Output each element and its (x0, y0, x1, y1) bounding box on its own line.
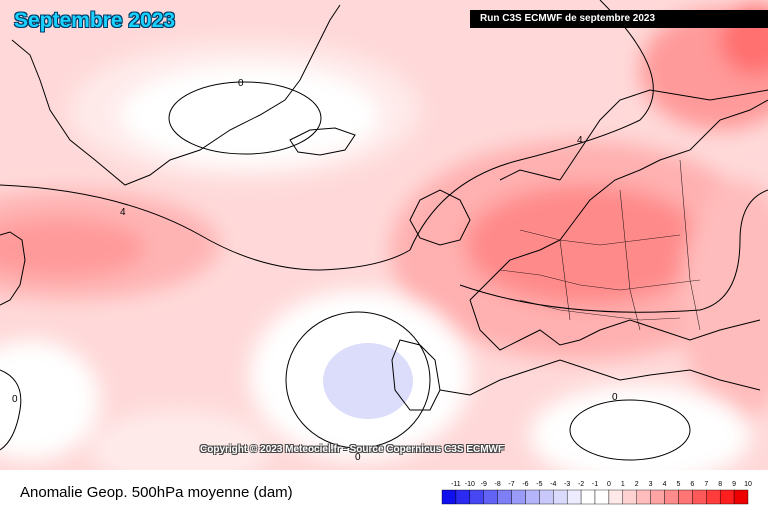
legend-tick: 5 (677, 481, 681, 488)
legend-swatch (636, 489, 651, 505)
legend-tick: 1 (621, 481, 625, 488)
legend-swatch (733, 489, 749, 505)
negative-anomaly-area (323, 343, 413, 419)
contour-label: 0 (355, 452, 361, 463)
legend-tick: 2 (635, 481, 639, 488)
legend-swatch (650, 489, 665, 505)
anomaly-map: 0 4 4 0 0 0 (0, 0, 768, 470)
legend-swatch (719, 489, 735, 505)
legend-tick: -8 (495, 481, 501, 488)
run-label: Run C3S ECMWF de septembre 2023 (470, 10, 768, 28)
legend-swatch (692, 489, 707, 505)
legend-swatch (580, 489, 596, 505)
legend-tick: 9 (732, 481, 736, 488)
contours (0, 0, 768, 461)
legend-swatch (608, 489, 624, 505)
legend-tick: 7 (704, 481, 708, 488)
legend-tick: -10 (465, 481, 475, 488)
legend-swatch (469, 489, 484, 505)
legend-swatch (594, 489, 610, 505)
legend-swatch (441, 489, 457, 505)
page-title: Septembre 2023 (14, 9, 176, 32)
legend-tick: -6 (522, 481, 528, 488)
legend-swatch (511, 489, 526, 505)
legend-tick: 4 (663, 481, 667, 488)
contour-label: 4 (577, 135, 583, 146)
legend-tick: -3 (564, 481, 570, 488)
coastlines (0, 4, 768, 411)
anomaly-shading (0, 5, 768, 470)
legend-swatch (525, 489, 540, 505)
legend-tick: 10 (744, 481, 752, 488)
contour-label: 0 (612, 392, 618, 403)
legend-swatch (566, 489, 582, 505)
copyright-text: Copyright © 2023 Meteociel.fr - Source C… (200, 444, 505, 455)
legend-tick: -11 (451, 481, 461, 488)
contour-label: 4 (120, 207, 126, 218)
contour-label: 0 (238, 78, 244, 89)
legend-tick: -7 (508, 481, 514, 488)
legend-swatch (455, 489, 471, 505)
color-legend: -11 -10 -9 -8 -7 -6 -5 -4 -3 -2 -1 0 1 2 3 4 5 6 7 8 9 10 (441, 481, 752, 505)
contour-label: 0 (12, 394, 18, 405)
legend-tick: -1 (592, 481, 598, 488)
legend-swatch (539, 489, 554, 505)
legend-tick: 8 (718, 481, 722, 488)
map-caption: Anomalie Geop. 500hPa moyenne (dam) (20, 484, 293, 501)
legend-tick: -9 (481, 481, 487, 488)
legend-tick: -5 (536, 481, 542, 488)
legend-tick: 6 (690, 481, 694, 488)
legend-tick: -4 (550, 481, 556, 488)
legend-swatch (483, 489, 498, 505)
legend-swatch (622, 489, 637, 505)
legend-swatch (706, 489, 721, 505)
legend-tick: 3 (649, 481, 653, 488)
legend-tick: 0 (607, 481, 611, 488)
legend-swatch (664, 489, 679, 505)
legend-swatch (553, 489, 568, 505)
legend-swatch (497, 489, 512, 505)
legend-swatch (678, 489, 693, 505)
borders (499, 159, 701, 331)
legend-tick: -2 (578, 481, 584, 488)
